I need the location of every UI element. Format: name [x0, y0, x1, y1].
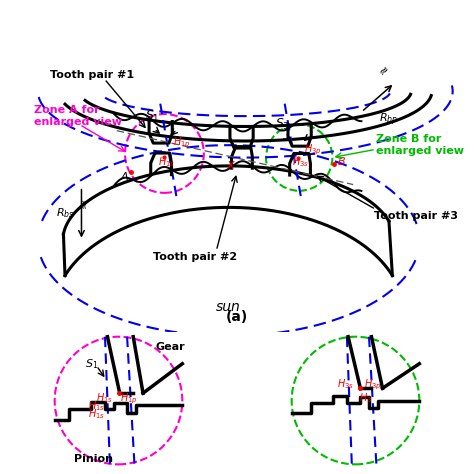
Text: $H_{3p}$: $H_{3p}$ [364, 377, 382, 392]
Text: Zone A for
enlarged view: Zone A for enlarged view [34, 105, 122, 128]
Text: Tooth pair #3: Tooth pair #3 [374, 210, 458, 221]
Text: $S_1$: $S_1$ [85, 357, 98, 371]
Text: Gear: Gear [155, 342, 185, 352]
Text: $H_3$: $H_3$ [359, 392, 372, 405]
Text: $H_{1p}$: $H_{1p}$ [173, 136, 191, 150]
Text: $H_{3s}$: $H_{3s}$ [337, 378, 354, 392]
Text: ≈: ≈ [376, 62, 392, 79]
Text: $S_1$: $S_1$ [145, 109, 159, 125]
Text: Pinion: Pinion [74, 455, 113, 465]
Text: Tooth pair #2: Tooth pair #2 [154, 252, 237, 262]
Text: $H_{1s}$: $H_{1s}$ [88, 407, 105, 421]
Text: $A$: $A$ [120, 170, 130, 182]
Text: $H_{1s}$: $H_{1s}$ [96, 392, 113, 405]
Text: $H_{3p}$: $H_{3p}$ [304, 143, 322, 157]
Text: (a): (a) [226, 310, 248, 324]
Text: Tooth pair #1: Tooth pair #1 [50, 70, 135, 80]
Text: $B$: $B$ [337, 155, 346, 167]
Text: Zone B for
enlarged view: Zone B for enlarged view [376, 134, 464, 156]
Text: $H_{1s}$: $H_{1s}$ [158, 155, 175, 169]
Text: ≈: ≈ [77, 198, 90, 209]
Text: sun: sun [216, 300, 241, 314]
Text: $S_3$: $S_3$ [275, 117, 290, 132]
Text: $R_{bs}$: $R_{bs}$ [55, 207, 74, 220]
Text: $H_{1p}$: $H_{1p}$ [120, 392, 138, 406]
Text: $R_{bp}$: $R_{bp}$ [379, 112, 398, 128]
Text: $H_{1s}$: $H_{1s}$ [88, 399, 105, 413]
Text: $H_{3s}$: $H_{3s}$ [292, 155, 309, 169]
Text: $X$: $X$ [226, 159, 236, 171]
